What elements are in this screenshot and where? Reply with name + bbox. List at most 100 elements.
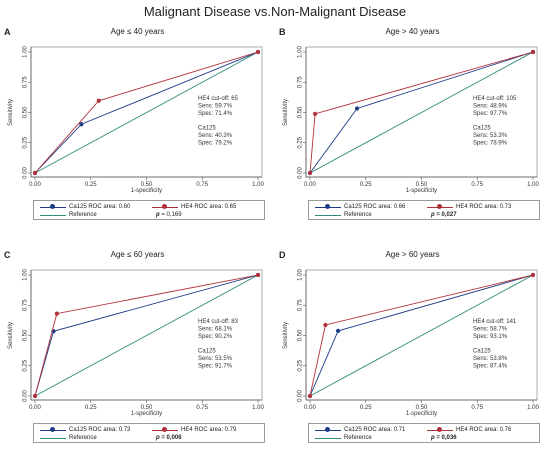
annotation-text: Spec: 97.7% — [473, 111, 508, 117]
y-tick-label: 0.50 — [298, 106, 304, 118]
legend-entry-reference: Reference — [315, 435, 372, 441]
legend-entry-ca125: Ca125 ROC area: 0.71 — [315, 427, 405, 433]
x-tick-label: 0.25 — [85, 182, 97, 188]
legend: Ca125 ROC area: 0.66 HE4 ROC area: 0.73 … — [308, 200, 540, 220]
annotation-text: Spec: 90.2% — [198, 334, 233, 340]
legend-entry-ca125: Ca125 ROC area: 0.73 — [40, 427, 130, 433]
annotation-text: Ca125 — [198, 126, 216, 132]
y-tick-label: 0.50 — [298, 329, 304, 341]
y-tick-label: 0.00 — [298, 390, 304, 402]
y-tick-label: 1.00 — [298, 269, 304, 281]
panel-title: Age > 60 years — [385, 250, 440, 259]
x-axis-label: 1-specificity — [406, 188, 437, 194]
y-tick-label: 0.50 — [23, 329, 29, 341]
legend-entry-he4: HE4 ROC area: 0.76 — [427, 427, 511, 433]
legend-entry-he4: HE4 ROC area: 0.65 — [152, 204, 236, 210]
x-tick-label: 1.00 — [527, 405, 539, 411]
p-value: p = 0,006 — [156, 435, 182, 441]
annotation-text: Sens: 58.7% — [473, 326, 508, 332]
legend-label: Ca125 ROC area: 0.73 — [69, 427, 131, 433]
annotation-text: Ca125 — [473, 126, 491, 132]
panel-b: B Age > 40 years 0.00 0.25 0.50 0.75 1.00 0.0… — [275, 20, 550, 238]
x-tick-label: 1.00 — [252, 405, 264, 411]
y-axis-label: Sensitivity — [283, 322, 289, 349]
x-tick-label: 1.00 — [252, 182, 264, 188]
ca125-roc-point — [79, 122, 84, 127]
legend: Ca125 ROC area: 0.71 HE4 ROC area: 0.76 … — [308, 423, 540, 443]
y-tick-label: 0.50 — [23, 106, 29, 118]
reference-line — [34, 51, 259, 174]
annotation-text: Sens: 59.7% — [198, 103, 233, 109]
legend-label: Reference — [69, 212, 97, 218]
annotation-text: HE4 cut-off: 65 — [198, 96, 239, 102]
legend-label: HE4 ROC area: 0.79 — [181, 427, 237, 433]
y-tick-label: 1.00 — [23, 269, 29, 281]
legend-entry-he4: HE4 ROC area: 0.73 — [427, 204, 511, 210]
x-axis-label: 1-specificity — [131, 188, 162, 194]
figure-title: Malignant Disease vs.Non-Malignant Disea… — [143, 4, 407, 19]
x-tick-label: 0.00 — [304, 182, 316, 188]
legend-entry-ca125: Ca125 ROC area: 0.60 — [40, 204, 130, 210]
legend-entry-reference: Reference — [40, 212, 97, 218]
panel-title: Age ≤ 40 years — [110, 27, 165, 36]
y-tick-label: 0.00 — [23, 390, 29, 402]
annotation-text: Spec: 93.1% — [473, 334, 508, 340]
panel-d: D Age > 60 years 0.00 0.25 0.50 0.75 1.00 0.0… — [275, 243, 550, 461]
y-tick-label: 0.00 — [298, 167, 304, 179]
y-tick-label: 0.25 — [23, 136, 29, 148]
x-tick-label: 0.75 — [471, 405, 483, 411]
x-axis-label: 1-specificity — [131, 411, 162, 417]
panel-a: A Age ≤ 40 years 0.00 0.25 0.50 0.75 1.00 0.0… — [0, 20, 275, 238]
annotation-text: Spec: 78.9% — [473, 140, 508, 146]
x-tick-label: 0.25 — [360, 405, 372, 411]
roc-chart: 0.00 0.25 0.50 0.75 1.00 0.00 0.25 0.50 0.75 1.00… — [283, 269, 539, 417]
roc-chart: 0.00 0.25 0.50 0.75 1.00 0.00 0.25 0.50 0.75 1.00… — [8, 46, 264, 194]
he4-roc-point — [323, 322, 328, 328]
annotation-text: Spec: 91.7% — [198, 363, 233, 369]
legend-entry-reference: Reference — [315, 212, 372, 218]
panel-title: Age > 40 years — [385, 27, 440, 36]
annotation-text: Ca125 — [198, 349, 216, 355]
x-tick-label: 0.50 — [141, 182, 153, 188]
annotation-text: Ca125 — [473, 349, 491, 355]
x-tick-label: 0.00 — [29, 405, 41, 411]
he4-roc-point — [32, 393, 38, 399]
he4-roc-point — [255, 272, 261, 278]
legend-label: Reference — [69, 435, 97, 441]
x-tick-label: 0.75 — [196, 405, 208, 411]
y-axis-label: Sensitivity — [8, 99, 14, 126]
panel-label: C — [4, 250, 11, 260]
roc-chart: 0.00 0.25 0.50 0.75 1.00 0.00 0.25 0.50 0.75 1.00… — [283, 46, 539, 194]
annotation-text: HE4 cut-off: 105 — [473, 96, 517, 102]
y-tick-label: 0.75 — [23, 76, 29, 88]
legend-label: HE4 ROC area: 0.65 — [181, 204, 237, 210]
y-axis-label: Sensitivity — [283, 99, 289, 126]
he4-roc-point — [54, 311, 59, 316]
annotation-text: HE4 cut-off: 141 — [473, 319, 517, 325]
x-tick-label: 0.00 — [29, 182, 41, 188]
x-axis-label: 1-specificity — [406, 411, 437, 417]
y-axis-label: Sensitivity — [8, 322, 14, 349]
he4-roc-point — [530, 49, 536, 55]
x-tick-label: 0.00 — [304, 405, 316, 411]
reference-line — [34, 274, 259, 397]
reference-line — [309, 274, 534, 397]
he4-roc-point — [96, 98, 101, 103]
panel-label: B — [279, 27, 286, 37]
he4-roc-point — [255, 49, 261, 55]
he4-roc-point — [307, 170, 313, 176]
legend-entry-he4: HE4 ROC area: 0.79 — [152, 427, 236, 433]
annotation-text: Sens: 53.5% — [198, 356, 233, 362]
legend-label: Ca125 ROC area: 0.71 — [344, 427, 406, 433]
x-tick-label: 1.00 — [527, 182, 539, 188]
y-tick-label: 0.00 — [23, 167, 29, 179]
x-tick-label: 0.75 — [471, 182, 483, 188]
he4-roc-point — [530, 272, 536, 278]
legend-label: Ca125 ROC area: 0.60 — [69, 204, 131, 210]
ca125-roc-point — [335, 328, 341, 334]
x-tick-label: 0.25 — [85, 405, 97, 411]
y-tick-label: 0.75 — [298, 76, 304, 88]
legend-label: Reference — [344, 212, 372, 218]
y-tick-label: 1.00 — [23, 46, 29, 58]
y-tick-label: 0.25 — [298, 136, 304, 148]
